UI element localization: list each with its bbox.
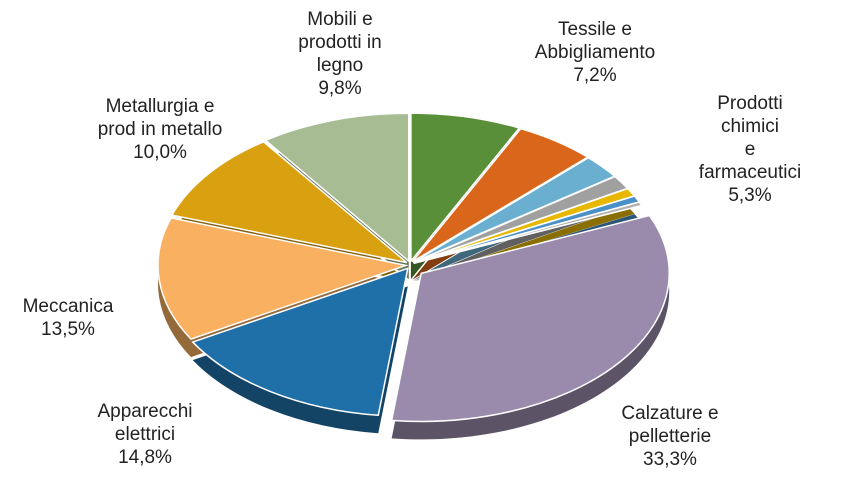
category-label: Prodotti chimici e farmaceutici — [698, 93, 802, 183]
value-label: 33,3% — [643, 449, 697, 470]
slice — [411, 127, 590, 263]
value-label: 10,0% — [133, 142, 187, 163]
slice — [264, 112, 410, 263]
slice-label: Tessile e Abbigliamento 7,2% — [535, 18, 655, 87]
category-label: Tessile e Abbigliamento — [534, 19, 656, 63]
slice-label: Prodotti chimici e farmaceutici 5,3% — [699, 92, 801, 207]
slice — [413, 201, 644, 265]
value-label: 5,3% — [728, 185, 772, 206]
value-label: 9,8% — [318, 78, 362, 99]
slice — [191, 267, 409, 417]
slice — [157, 217, 409, 340]
category-label: Meccanica — [22, 296, 114, 317]
slice-label: Calzature e pelletterie 33,3% — [621, 402, 718, 471]
value-label: 7,2% — [573, 65, 617, 86]
slice-label: Metallurgia e prod in metallo 10,0% — [98, 95, 223, 164]
category-label: Mobili e prodotti in legno — [298, 9, 382, 76]
slice — [170, 140, 408, 264]
slice-label: Meccanica 13,5% — [23, 295, 114, 341]
category-label: Apparecchi elettrici — [97, 401, 193, 445]
value-label: 14,8% — [118, 447, 172, 468]
slice-label: Apparecchi elettrici 14,8% — [97, 400, 192, 469]
category-label: Metallurgia e prod in metallo — [97, 96, 223, 140]
value-label: 13,5% — [41, 319, 95, 340]
slice-label: Mobili e prodotti in legno 9,8% — [298, 8, 381, 100]
slice — [410, 112, 521, 264]
slice — [390, 214, 670, 423]
category-label: Calzature e pelletterie — [621, 403, 719, 447]
